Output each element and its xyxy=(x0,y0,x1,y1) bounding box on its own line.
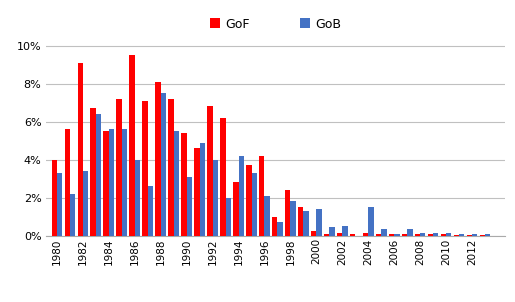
Bar xyxy=(200,143,205,236)
Bar xyxy=(226,198,231,236)
Bar xyxy=(303,211,308,236)
Bar xyxy=(415,234,420,236)
Bar xyxy=(272,217,278,236)
Bar xyxy=(368,207,373,236)
Bar xyxy=(161,93,166,236)
Bar xyxy=(350,234,355,236)
Bar xyxy=(220,118,226,236)
Bar xyxy=(186,177,192,236)
Bar xyxy=(57,173,62,236)
Bar xyxy=(454,235,459,236)
Bar xyxy=(459,234,465,236)
Bar xyxy=(238,156,244,236)
Bar xyxy=(129,55,134,236)
Bar xyxy=(143,101,148,236)
Bar xyxy=(246,165,251,236)
Bar xyxy=(208,107,213,236)
Bar xyxy=(96,114,101,236)
Bar xyxy=(480,235,485,236)
Bar xyxy=(194,148,200,236)
Bar xyxy=(52,160,57,236)
Bar xyxy=(233,182,238,236)
Bar xyxy=(168,99,174,236)
Bar xyxy=(381,229,387,236)
Bar xyxy=(472,234,477,236)
Bar xyxy=(394,234,400,236)
Bar xyxy=(213,160,218,236)
Bar xyxy=(91,108,96,236)
Bar xyxy=(420,233,425,236)
Bar xyxy=(363,233,368,236)
Bar xyxy=(285,190,290,236)
Bar xyxy=(433,233,438,236)
Bar xyxy=(342,226,348,236)
Bar xyxy=(441,234,447,236)
Bar xyxy=(402,234,407,236)
Bar xyxy=(148,186,153,236)
Bar xyxy=(83,171,88,236)
Bar xyxy=(109,129,114,236)
Bar xyxy=(251,173,256,236)
Bar xyxy=(174,131,179,236)
Bar xyxy=(311,231,316,236)
Bar xyxy=(265,196,270,236)
Bar xyxy=(78,63,83,236)
Bar xyxy=(428,234,433,236)
Bar xyxy=(447,233,452,236)
Bar xyxy=(259,156,265,236)
Bar xyxy=(298,207,303,236)
Bar xyxy=(407,229,413,236)
Bar xyxy=(104,131,109,236)
Bar xyxy=(278,222,283,236)
Bar xyxy=(324,234,330,236)
Bar xyxy=(389,234,394,236)
Bar xyxy=(316,209,322,236)
Bar xyxy=(156,82,161,236)
Bar xyxy=(134,160,140,236)
Bar xyxy=(485,234,490,236)
Bar xyxy=(64,129,70,236)
Bar xyxy=(376,234,381,236)
Bar xyxy=(337,233,342,236)
Bar xyxy=(467,235,472,236)
Legend: GoF, GoB: GoF, GoB xyxy=(205,13,346,36)
Bar xyxy=(181,133,186,236)
Bar xyxy=(290,201,296,236)
Bar xyxy=(330,227,335,236)
Bar xyxy=(116,99,122,236)
Bar xyxy=(122,129,127,236)
Bar xyxy=(70,194,75,236)
